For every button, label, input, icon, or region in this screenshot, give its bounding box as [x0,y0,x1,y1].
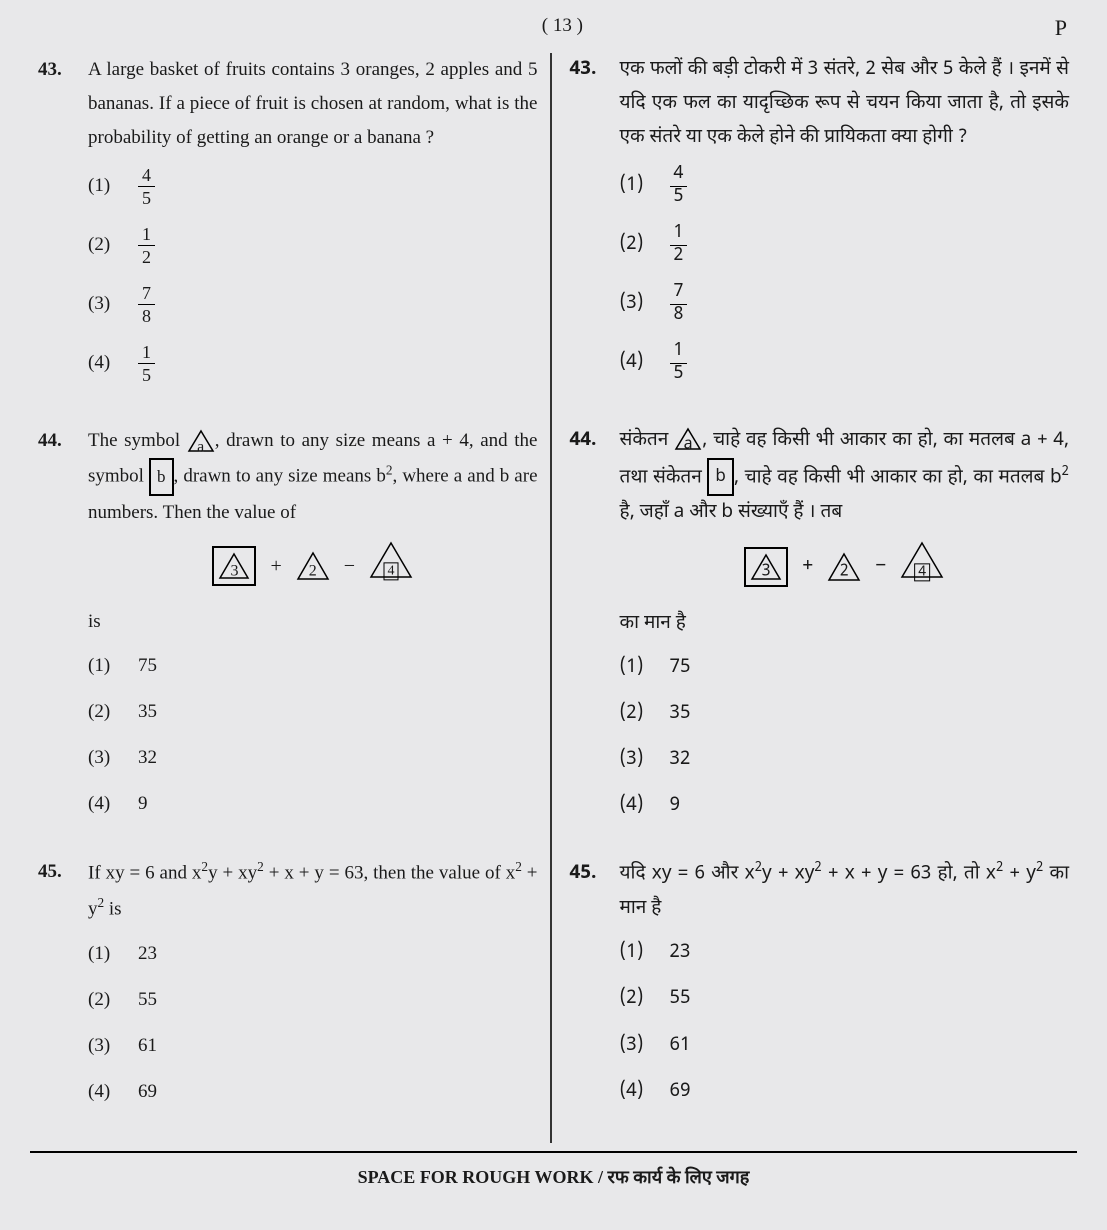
option: (1)75 [88,649,538,683]
option: (2)55 [88,983,538,1017]
option: (1)23 [620,936,1070,970]
triangle-box-icon: 4 [900,541,944,593]
fraction: 12 [138,225,155,266]
options: (1)23 (2)55 (3)61 (4)69 [88,937,538,1110]
triangle-icon: 2 [827,552,861,582]
q-number: 44. [38,424,88,834]
triangle-icon: a [187,429,215,453]
option: (3)32 [620,743,1070,777]
option: (1)75 [620,651,1070,685]
q-text: A large basket of fruits contains 3 oran… [88,53,538,156]
expression: 3 + 2 − 4 [88,541,538,591]
q-number: 43. [38,53,88,402]
option: (3)61 [620,1029,1070,1063]
options: (1)45 (2)12 (3)78 (4)15 [620,166,1070,384]
option: (4)9 [620,789,1070,823]
page-number: ( 13 ) [70,15,1055,37]
option: (1)23 [88,937,538,971]
option: (2)12 [620,225,1070,266]
q-text: If xy = 6 and x2y + xy2 + x + y = 63, th… [88,855,538,926]
option: (1)45 [620,166,1070,207]
fraction: 15 [138,343,155,384]
option: (4)15 [620,343,1070,384]
box-triangle-icon: 3 [744,547,788,587]
option: (3)32 [88,741,538,775]
option: (2)35 [88,695,538,729]
page-header: ( 13 ) P [30,15,1077,41]
q-text: यदि xy = 6 और x2y + xy2 + x + y = 63 हो,… [620,857,1070,926]
option: (4)69 [88,1075,538,1109]
triangle-icon: 2 [296,551,330,581]
expression: 3 + 2 − 4 [620,541,1070,593]
triangle-box-icon: 4 [369,541,413,591]
fraction: 78 [670,284,688,325]
q-number: 44. [570,424,620,836]
q-text: The symbol a , drawn to any size means a… [88,424,538,531]
q-number: 43. [570,53,620,402]
q-text: संकेतन a , चाहे वह किसी भी आकार का हो, क… [620,424,1070,531]
option: (2) 12 [88,225,538,266]
option: (3)78 [620,284,1070,325]
option: (4)69 [620,1075,1070,1109]
option: (3)61 [88,1029,538,1063]
box-icon: b [149,458,174,497]
q-number: 45. [570,857,620,1120]
options: (1) 45 (2) 12 (3) 78 (4) 15 [88,166,538,384]
is-text: का मान है [620,607,1070,641]
question-45-en: 45. If xy = 6 and x2y + xy2 + x + y = 63… [38,855,538,1121]
box-icon: b [707,458,733,497]
option: (4) 15 [88,343,538,384]
question-43-hi: 43. एक फलों की बड़ी टोकरी में 3 संतरे, 2… [570,53,1070,402]
triangle-icon: a [674,427,702,451]
box-triangle-icon: 3 [212,546,256,586]
corner-letter: P [1055,15,1077,41]
fraction: 45 [138,166,155,207]
question-44-hi: 44. संकेतन a , चाहे वह किसी भी आकार का ह… [570,424,1070,836]
fraction: 12 [670,225,688,266]
question-43-en: 43. A large basket of fruits contains 3 … [38,53,538,402]
fraction: 15 [670,343,688,384]
q-number: 45. [38,855,88,1121]
option: (3) 78 [88,284,538,325]
options: (1)23 (2)55 (3)61 (4)69 [620,936,1070,1109]
fraction: 78 [138,284,155,325]
options: (1)75 (2)35 (3)32 (4)9 [88,649,538,822]
question-44-en: 44. The symbol a , drawn to any size mea… [38,424,538,834]
option: (2)35 [620,697,1070,731]
q-text: एक फलों की बड़ी टोकरी में 3 संतरे, 2 सेब… [620,53,1070,156]
question-45-hi: 45. यदि xy = 6 और x2y + xy2 + x + y = 63… [570,857,1070,1120]
is-text: is [88,605,538,639]
option: (1) 45 [88,166,538,207]
option: (2)55 [620,982,1070,1016]
left-column: 43. A large basket of fruits contains 3 … [30,53,550,1143]
options: (1)75 (2)35 (3)32 (4)9 [620,651,1070,824]
content-area: 43. A large basket of fruits contains 3 … [30,53,1077,1143]
right-column: 43. एक फलों की बड़ी टोकरी में 3 संतरे, 2… [552,53,1078,1143]
option: (4)9 [88,787,538,821]
fraction: 45 [670,166,688,207]
footer: SPACE FOR ROUGH WORK / रफ कार्य के लिए ज… [30,1151,1077,1189]
